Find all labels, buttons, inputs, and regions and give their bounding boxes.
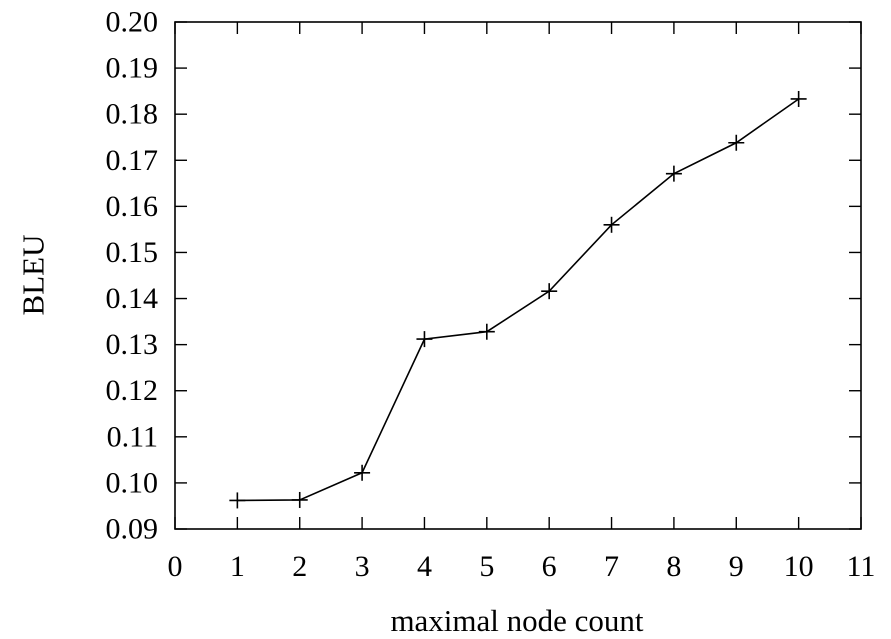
- x-tick-label: 11: [847, 550, 876, 583]
- y-tick-label: 0.11: [107, 420, 158, 453]
- axis-ticks: [174, 21, 862, 530]
- series-line: [237, 98, 800, 502]
- x-tick-label: 5: [479, 550, 494, 583]
- y-tick-label: 0.18: [106, 98, 159, 131]
- data-point-marker: [229, 492, 246, 509]
- y-tick-label: 0.16: [106, 190, 159, 223]
- x-tick-label: 1: [230, 550, 245, 583]
- y-tick-label: 0.14: [106, 282, 159, 315]
- y-tick-label: 0.20: [106, 6, 159, 39]
- y-tick-label: 0.17: [106, 144, 159, 177]
- y-tick-label: 0.10: [106, 466, 159, 499]
- data-point-marker: [478, 323, 495, 340]
- x-tick-label: 3: [355, 550, 370, 583]
- plot-frame: [174, 21, 862, 530]
- axis-tick-labels: 0 1 2 3 4 5 6 7 8 9 10 11 0.09 0.10 0.11 0.12 0.13 0.14 0.…: [106, 6, 876, 584]
- y-tick-label: 0.13: [106, 328, 159, 361]
- data-point-marker: [665, 165, 682, 182]
- data-point-marker: [790, 90, 807, 107]
- data-series: [229, 90, 807, 509]
- data-point-marker: [354, 464, 371, 481]
- y-tick-label: 0.09: [106, 513, 159, 546]
- x-tick-label: 2: [292, 550, 307, 583]
- x-tick-label: 9: [729, 550, 744, 583]
- y-axis-title: BLEU: [16, 235, 51, 316]
- data-point-marker: [541, 283, 558, 300]
- x-tick-label: 6: [542, 550, 557, 583]
- y-tick-label: 0.12: [106, 374, 159, 407]
- data-point-marker: [291, 491, 308, 508]
- x-tick-label: 7: [604, 550, 619, 583]
- y-tick-label: 0.19: [106, 52, 159, 85]
- data-point-marker: [728, 134, 745, 151]
- y-tick-label: 0.15: [106, 236, 159, 269]
- data-point-marker: [603, 216, 620, 233]
- x-axis-title: maximal node count: [390, 603, 643, 638]
- data-point-marker: [416, 331, 433, 348]
- x-tick-label: 0: [168, 550, 183, 583]
- x-tick-label: 8: [666, 550, 681, 583]
- x-tick-label: 10: [784, 550, 814, 583]
- x-tick-label: 4: [417, 550, 432, 583]
